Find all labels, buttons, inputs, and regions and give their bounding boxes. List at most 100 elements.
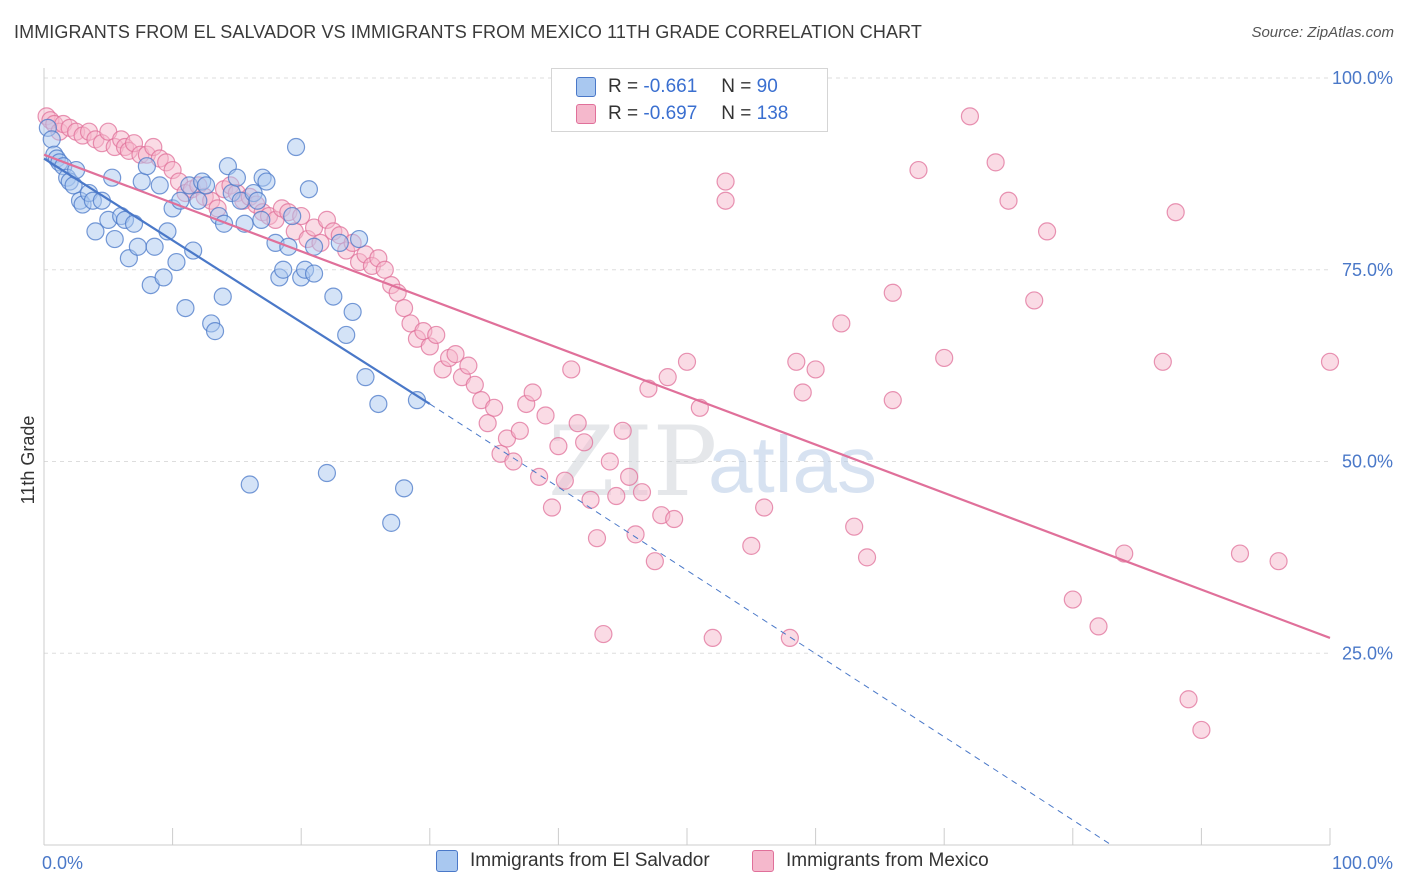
data-point bbox=[150, 176, 169, 195]
data-point bbox=[128, 237, 147, 256]
tick-labels: 100.0% 75.0% 50.0% 25.0% 0.0% 100.0% bbox=[42, 68, 1393, 873]
data-point bbox=[337, 325, 356, 345]
data-point bbox=[214, 214, 234, 233]
data-point bbox=[213, 287, 232, 306]
data-point bbox=[575, 433, 594, 452]
data-point bbox=[394, 299, 414, 318]
data-point bbox=[999, 191, 1018, 210]
data-point bbox=[304, 237, 324, 256]
legend-n-value: 138 bbox=[756, 103, 789, 124]
data-point bbox=[1037, 222, 1057, 241]
data-point bbox=[742, 536, 761, 555]
data-point bbox=[1166, 203, 1185, 222]
data-point bbox=[645, 552, 664, 571]
data-point bbox=[42, 130, 61, 149]
data-point bbox=[1063, 590, 1082, 609]
data-point bbox=[793, 383, 812, 402]
data-point bbox=[832, 314, 851, 333]
legend-r-value: -0.697 bbox=[643, 103, 698, 124]
y-axis-label: 11th Grade bbox=[18, 416, 38, 505]
data-point bbox=[64, 176, 83, 195]
data-point bbox=[478, 414, 497, 433]
data-point bbox=[145, 237, 164, 256]
data-point bbox=[909, 160, 928, 180]
y-tick-label: 100.0% bbox=[1332, 68, 1393, 88]
data-point bbox=[562, 360, 581, 379]
data-point bbox=[343, 302, 362, 322]
bottom-legend-label: Immigrants from El Salvador bbox=[470, 850, 710, 871]
legend: R = -0.661 N = 90 R = -0.697 N = 138 bbox=[551, 68, 828, 132]
legend-n-value: 90 bbox=[756, 76, 778, 97]
legend-n-label: N = bbox=[721, 76, 752, 97]
chart-source: Source: ZipAtlas.com bbox=[1251, 24, 1394, 41]
data-point bbox=[105, 229, 124, 249]
data-point bbox=[299, 180, 319, 199]
series-el-salvador bbox=[38, 118, 427, 532]
axes bbox=[43, 68, 1331, 846]
x-tick-label: 0.0% bbox=[42, 853, 83, 873]
data-point bbox=[1089, 617, 1108, 636]
trend-lines bbox=[43, 153, 1331, 846]
data-point bbox=[369, 394, 388, 414]
data-point bbox=[504, 452, 523, 471]
data-point bbox=[286, 137, 306, 157]
data-point bbox=[86, 222, 105, 241]
legend-swatch-blue bbox=[576, 77, 596, 97]
y-tick-label: 25.0% bbox=[1342, 643, 1393, 663]
data-point bbox=[530, 467, 549, 486]
data-point bbox=[240, 475, 259, 494]
data-point bbox=[132, 172, 151, 191]
data-point bbox=[485, 398, 504, 417]
trend-line-el-salvador bbox=[43, 157, 431, 405]
data-point bbox=[665, 509, 684, 529]
data-point bbox=[205, 322, 225, 341]
data-point bbox=[806, 360, 825, 379]
data-point bbox=[658, 368, 677, 387]
data-point bbox=[703, 628, 722, 648]
bottom-legend-label: Immigrants from Mexico bbox=[786, 850, 989, 871]
data-point bbox=[600, 452, 619, 471]
data-point bbox=[459, 356, 478, 375]
legend-r-label: R = bbox=[608, 103, 639, 124]
data-point bbox=[523, 383, 542, 402]
data-point bbox=[960, 107, 980, 126]
data-point bbox=[124, 214, 144, 233]
data-point bbox=[883, 283, 902, 302]
data-point bbox=[1153, 352, 1172, 371]
data-point bbox=[787, 352, 806, 371]
data-point bbox=[1025, 291, 1044, 310]
data-point bbox=[716, 191, 735, 210]
data-point bbox=[626, 525, 645, 544]
data-point bbox=[587, 529, 607, 548]
data-point bbox=[620, 467, 639, 486]
data-point bbox=[465, 375, 484, 394]
data-point bbox=[427, 325, 446, 345]
data-point bbox=[184, 241, 203, 260]
trend-line-el-salvador-extension bbox=[429, 403, 1112, 846]
data-point bbox=[446, 345, 465, 364]
data-point bbox=[755, 498, 774, 517]
legend-swatch-pink bbox=[576, 104, 596, 124]
data-point bbox=[1269, 552, 1288, 571]
data-point bbox=[227, 168, 246, 187]
bottom-legend-swatch-blue bbox=[436, 850, 458, 872]
trend-line-mexico bbox=[43, 153, 1331, 639]
bottom-legend-mexico: Immigrants from Mexico bbox=[752, 850, 989, 872]
data-point bbox=[568, 414, 587, 433]
y-tick-label: 50.0% bbox=[1342, 452, 1393, 472]
data-point bbox=[375, 260, 394, 279]
data-point bbox=[1115, 544, 1134, 563]
data-point bbox=[607, 486, 626, 506]
data-point bbox=[632, 483, 652, 502]
data-point bbox=[196, 176, 216, 195]
data-point bbox=[257, 172, 276, 191]
data-point bbox=[1230, 544, 1250, 563]
bottom-legend-swatch-pink bbox=[752, 850, 774, 872]
x-tick-label: 100.0% bbox=[1332, 853, 1393, 873]
data-point bbox=[780, 628, 799, 648]
data-point bbox=[613, 421, 632, 440]
data-point bbox=[581, 490, 600, 509]
data-point bbox=[883, 391, 902, 410]
data-point bbox=[349, 229, 369, 249]
